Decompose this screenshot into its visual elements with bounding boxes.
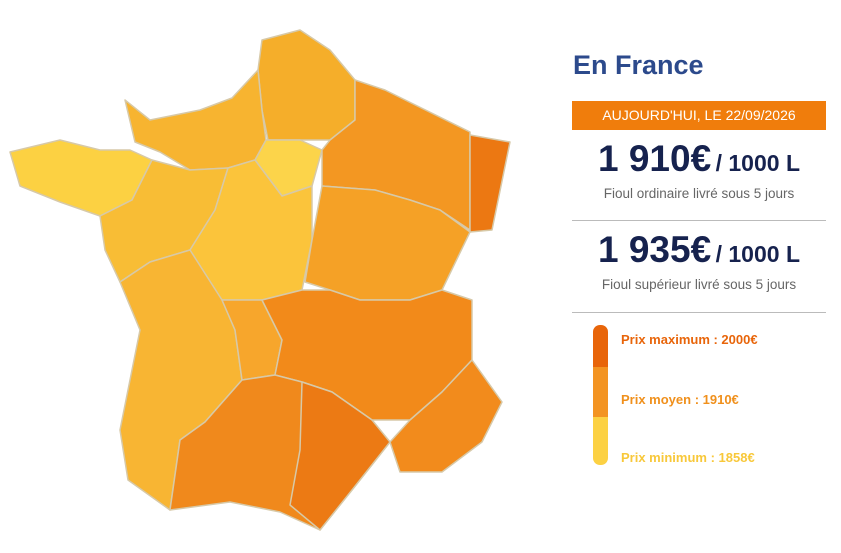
region [389,359,503,473]
region [257,29,356,141]
date-badge: AUJOURD'HUI, LE 22/09/2026 [572,101,826,130]
price-description: Fioul ordinaire livré sous 5 jours [603,186,795,201]
price-unit: / 1000 L [715,150,800,176]
panel-title: En France [573,50,704,80]
legend-swatch [593,367,608,417]
legend-swatch [593,325,608,375]
legend-bar [593,325,608,465]
separator [572,220,826,221]
legend-label: Prix moyen : 1910€ [621,392,739,407]
price-description: Fioul supérieur livré sous 5 jours [601,277,797,292]
price: 1 935€ / 1000 L [572,229,826,271]
price-amount: 1 935€ [597,229,712,270]
legend-label: Prix maximum : 2000€ [621,332,758,347]
separator [572,312,826,313]
price: 1 910€ / 1000 L [572,138,826,180]
legend-swatch [593,417,608,427]
legend-swatch [593,417,608,465]
legend-label: Prix minimum : 1858€ [621,450,755,465]
region [469,134,511,233]
region [289,381,391,531]
price-unit: / 1000 L [715,241,800,267]
france-map [9,29,511,531]
price-amount: 1 910€ [597,138,712,179]
region [124,69,267,171]
